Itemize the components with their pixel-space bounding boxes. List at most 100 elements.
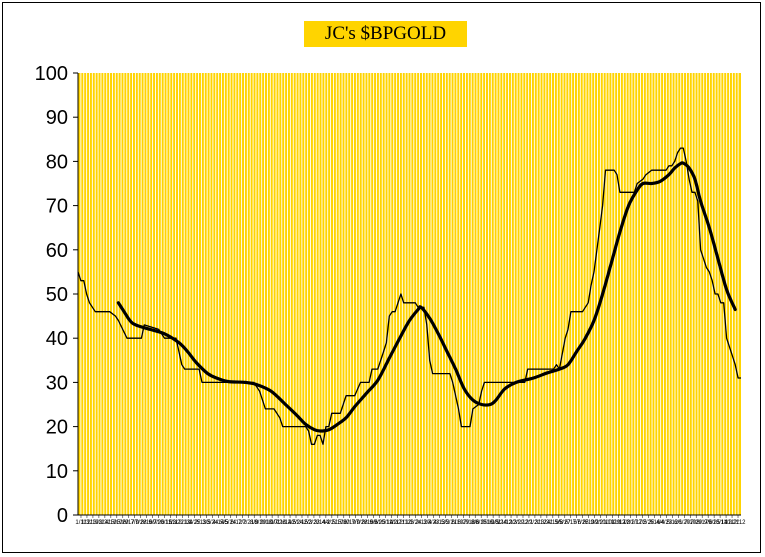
x-tick-label: 5/8 — [555, 520, 564, 526]
x-tick-label: 3/5 — [202, 520, 211, 526]
x-tick-label: 10/7 — [266, 520, 278, 526]
x-tick-label: 5/5 — [220, 520, 229, 526]
x-tick-label: 4/19 — [547, 520, 559, 526]
x-tick-label: 11/21 — [390, 520, 405, 526]
x-tick-label: 10/26 — [271, 520, 287, 526]
x-tick-label: 8/16 — [141, 520, 153, 526]
x-tick-label: 7/25 — [577, 520, 589, 526]
y-tick-label: 0 — [57, 505, 68, 527]
x-tick-label: 3/4 — [423, 520, 432, 526]
x-tick-label: 12/13 — [175, 520, 191, 526]
x-tick-label: 5/21 — [445, 520, 457, 526]
x-tick-label: 11/3 — [165, 520, 177, 526]
x-tick-label: 6/19 — [344, 520, 356, 526]
x-tick-label: 4/19 — [105, 520, 117, 526]
x-tick-label: 10/15 — [157, 520, 173, 526]
x-tick-label: 3/31 — [99, 520, 111, 526]
x-tick-label: 11/14 — [277, 520, 292, 526]
x-tick-label: 8/9 — [250, 520, 259, 526]
x-tick-label: 2/19 — [87, 520, 99, 526]
x-tick-label: 12/24 — [289, 520, 305, 526]
x-tick-label: 7/10 — [684, 520, 696, 526]
x-tick-label: 12/8 — [619, 520, 631, 526]
x-tick-label: 9/26 — [153, 520, 165, 526]
x-tick-label: 5/10 — [111, 520, 123, 526]
x-tick-label: 7/18 — [463, 520, 475, 526]
x-tick-label: 2/1 — [525, 520, 534, 526]
y-tick-label: 70 — [46, 196, 68, 218]
x-tick-label: 6/20 — [678, 520, 690, 526]
x-tick-label: 4/2 — [322, 520, 331, 526]
x-tick-label: 2/12 — [416, 520, 428, 526]
x-tick-label: 6/17 — [123, 520, 135, 526]
x-tick-label: 10/5 — [487, 520, 499, 526]
x-tick-label: 3/16 — [649, 520, 661, 526]
x-tick-label: 7/2 — [238, 520, 247, 526]
x-tick-label: 3/31 — [541, 520, 553, 526]
x-tick-label: 6/29 — [457, 520, 469, 526]
x-tick-label: 9/25 — [708, 520, 720, 526]
x-tick-label: 3/24 — [207, 520, 219, 526]
x-tick-label: 1/3 — [405, 520, 414, 526]
x-tick-label: 10/14 — [378, 520, 394, 526]
x-tick-label: 1/12 — [517, 520, 529, 526]
x-tick-label: 9/2 — [590, 520, 599, 526]
x-tick-label: 8/13 — [583, 520, 595, 526]
x-tick-label: 7/28 — [135, 520, 147, 526]
x-tick-label: 7/6 — [573, 520, 582, 526]
x-tick-label: 5/30 — [338, 520, 350, 526]
x-tick-label: 5/27 — [559, 520, 571, 526]
x-tick-label: 9/6 — [704, 520, 713, 526]
x-tick-label: 4/4 — [656, 520, 665, 526]
series-line-smoothed — [116, 161, 737, 433]
x-tick-label: 10/24 — [492, 520, 508, 526]
x-tick-label: 12/12 — [396, 520, 412, 526]
x-tick-label: 8/25 — [475, 520, 487, 526]
x-tick-label: 5/29 — [117, 520, 129, 526]
x-tick-label: 8/6 — [471, 520, 480, 526]
x-tick-label: 11/21 — [725, 520, 740, 526]
x-tick-label: 4/13 — [434, 520, 446, 526]
x-tick-label: 8/16 — [362, 520, 374, 526]
y-tick-label: 80 — [46, 151, 68, 173]
x-tick-label: 5/10 — [332, 520, 344, 526]
x-tick-label: 3/11 — [93, 520, 105, 526]
x-tick-label: 11/22 — [169, 520, 184, 526]
x-tick-label: 2/13 — [195, 520, 207, 526]
x-tick-label: 6/1 — [674, 520, 683, 526]
x-tick-label: 7/9 — [352, 520, 361, 526]
x-tick-label: 12/22 — [510, 520, 526, 526]
x-tick-label: 9/16 — [481, 520, 493, 526]
x-tick-label: 1/31 — [81, 520, 93, 526]
x-tick-label: 9/18 — [260, 520, 272, 526]
x-tick-label: 7/29 — [690, 520, 702, 526]
x-tick-label: 5/24 — [224, 520, 236, 526]
grid-lines — [80, 73, 739, 515]
plot-area — [78, 73, 741, 515]
x-tick-label: 1/4 — [184, 520, 193, 526]
x-tick-label: 8/29 — [254, 520, 266, 526]
chart-title: JC's $BPGOLD — [304, 21, 467, 47]
x-tick-label: 12/12 — [731, 520, 747, 526]
x-tick-label: 11/2 — [720, 520, 732, 526]
y-tick-label: 10 — [46, 461, 68, 483]
x-tick-label: 11/17 — [611, 520, 626, 526]
x-tick-label: 10/14 — [713, 520, 729, 526]
x-tick-label: 9/25 — [374, 520, 386, 526]
x-tick-label: 2/3 — [304, 520, 313, 526]
x-tick-label: 12/3 — [505, 520, 517, 526]
x-tick-label: 9/21 — [595, 520, 607, 526]
x-tick-label: 4/14 — [213, 520, 225, 526]
y-axis-ticks: 0 10 20 30 40 50 60 70 80 90 100 — [35, 63, 78, 527]
y-tick-label: 40 — [46, 328, 68, 350]
x-tick-label: 11/2 — [386, 520, 398, 526]
y-tick-label: 90 — [46, 107, 68, 129]
x-tick-label: 9/6 — [369, 520, 378, 526]
x-tick-label: 3/14 — [314, 520, 326, 526]
chart-title-text: JC's $BPGOLD — [324, 23, 447, 44]
x-tick-label: 10/10 — [599, 520, 615, 526]
x-tick-label: 12/5 — [284, 520, 296, 526]
x-tick-label: 2/21 — [529, 520, 541, 526]
y-tick-label: 60 — [46, 240, 68, 262]
x-tick-label: 6/15 — [565, 520, 577, 526]
